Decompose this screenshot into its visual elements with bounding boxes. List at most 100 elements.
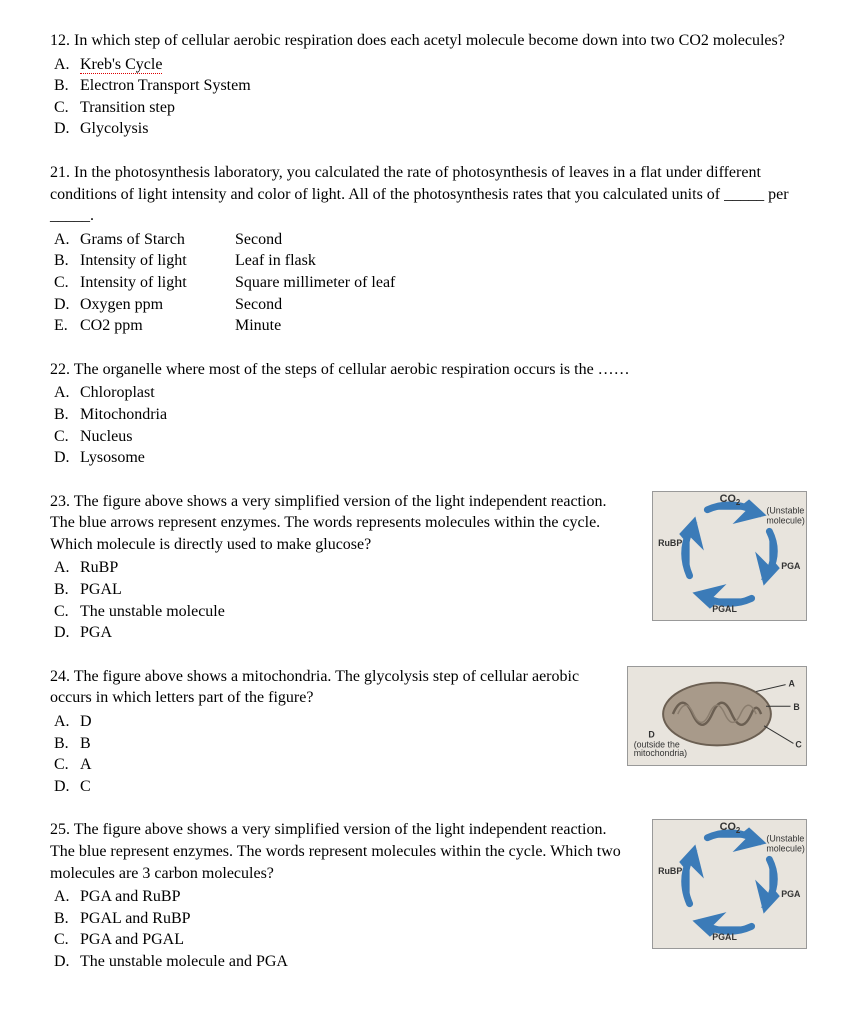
option-list: A. Chloroplast B. Mitochondria C. Nucleu… — [50, 382, 807, 468]
option-col1: Oxygen ppm — [80, 294, 235, 316]
question-25: 25. The figure above shows a very simpli… — [50, 819, 807, 972]
option-col2: Square millimeter of leaf — [235, 272, 807, 294]
option-text: PGA and PGAL — [80, 929, 632, 951]
option-text: B — [80, 733, 607, 755]
question-12: 12. In which step of cellular aerobic re… — [50, 30, 807, 140]
option-col2: Second — [235, 294, 807, 316]
option-text: PGAL — [80, 579, 632, 601]
svg-text:PGA: PGA — [781, 889, 801, 899]
option-text: Chloroplast — [80, 382, 807, 404]
option-text: Kreb's Cycle — [80, 54, 807, 76]
option-b: B. Electron Transport System — [54, 75, 807, 97]
option-text: Electron Transport System — [80, 75, 807, 97]
option-text: Mitochondria — [80, 404, 807, 426]
option-letter: C. — [54, 754, 80, 776]
option-letter: E. — [54, 315, 80, 337]
option-a: A. PGA and RuBP — [54, 886, 632, 908]
option-a: A. RuBP — [54, 557, 632, 579]
option-d: D. C — [54, 776, 607, 798]
question-content: 23. The figure above shows a very simpli… — [50, 491, 632, 644]
option-text: A — [80, 754, 607, 776]
option-letter: C. — [54, 97, 80, 119]
svg-text:PGAL: PGAL — [712, 933, 737, 943]
option-b: B. Mitochondria — [54, 404, 807, 426]
option-col1: Intensity of light — [80, 250, 235, 272]
option-c: C. The unstable molecule — [54, 601, 632, 623]
option-letter: D. — [54, 951, 80, 973]
option-c: C. A — [54, 754, 607, 776]
option-a: A. Grams of Starch Second — [54, 229, 807, 251]
question-text: 25. The figure above shows a very simpli… — [50, 819, 632, 884]
option-letter: B. — [54, 75, 80, 97]
option-letter: A. — [54, 886, 80, 908]
option-letter: D. — [54, 776, 80, 798]
option-text: Lysosome — [80, 447, 807, 469]
question-text: 23. The figure above shows a very simpli… — [50, 491, 632, 556]
option-letter: A. — [54, 711, 80, 733]
calvin-cycle-figure: CO2 (Unstable molecule) RuBP PGA PGAL — [652, 491, 807, 621]
option-col2: Leaf in flask — [235, 250, 807, 272]
option-col1: Intensity of light — [80, 272, 235, 294]
option-list: A. PGA and RuBP B. PGAL and RuBP C. PGA … — [50, 886, 632, 972]
question-text: 21. In the photosynthesis laboratory, yo… — [50, 162, 807, 227]
option-letter: B. — [54, 250, 80, 272]
option-d: D. Lysosome — [54, 447, 807, 469]
option-text: PGA and RuBP — [80, 886, 632, 908]
question-text: 12. In which step of cellular aerobic re… — [50, 30, 807, 52]
option-list: A. D B. B C. A D. C — [50, 711, 607, 797]
option-d: D. Glycolysis — [54, 118, 807, 140]
option-letter: D. — [54, 294, 80, 316]
option-letter: C. — [54, 601, 80, 623]
question-22: 22. The organelle where most of the step… — [50, 359, 807, 469]
option-text: D — [80, 711, 607, 733]
option-letter: A. — [54, 54, 80, 76]
option-text: The unstable molecule and PGA — [80, 951, 632, 973]
option-text: Nucleus — [80, 426, 807, 448]
option-b: B. PGAL — [54, 579, 632, 601]
svg-text:RuBP: RuBP — [658, 538, 682, 548]
option-letter: C. — [54, 272, 80, 294]
option-letter: C. — [54, 929, 80, 951]
option-c: C. Nucleus — [54, 426, 807, 448]
svg-text:mitochondria): mitochondria) — [634, 748, 687, 758]
option-list: A. RuBP B. PGAL C. The unstable molecule… — [50, 557, 632, 643]
option-letter: B. — [54, 733, 80, 755]
svg-text:PGAL: PGAL — [712, 604, 737, 614]
question-21: 21. In the photosynthesis laboratory, yo… — [50, 162, 807, 337]
svg-text:C: C — [795, 739, 802, 749]
option-c: C. PGA and PGAL — [54, 929, 632, 951]
option-c: C. Intensity of light Square millimeter … — [54, 272, 807, 294]
svg-text:A: A — [789, 678, 796, 688]
krebs-underline: Kreb's Cycle — [80, 56, 162, 74]
calvin-cycle-figure-2: CO2 (Unstable molecule) RuBP PGA PGAL — [652, 819, 807, 949]
option-d: D. PGA — [54, 622, 632, 644]
option-col1: CO2 ppm — [80, 315, 235, 337]
option-c: C. Transition step — [54, 97, 807, 119]
option-letter: A. — [54, 229, 80, 251]
option-text: Transition step — [80, 97, 807, 119]
question-text: 22. The organelle where most of the step… — [50, 359, 807, 381]
question-content: 24. The figure above shows a mitochondri… — [50, 666, 607, 798]
option-b: B. PGAL and RuBP — [54, 908, 632, 930]
option-text: PGAL and RuBP — [80, 908, 632, 930]
question-23: 23. The figure above shows a very simpli… — [50, 491, 807, 644]
option-a: A. Kreb's Cycle — [54, 54, 807, 76]
svg-text:B: B — [793, 702, 799, 712]
option-b: B. Intensity of light Leaf in flask — [54, 250, 807, 272]
option-letter: B. — [54, 908, 80, 930]
option-a: A. Chloroplast — [54, 382, 807, 404]
option-e: E. CO2 ppm Minute — [54, 315, 807, 337]
option-text: The unstable molecule — [80, 601, 632, 623]
option-list: A. Grams of Starch Second B. Intensity o… — [50, 229, 807, 337]
option-letter: C. — [54, 426, 80, 448]
option-letter: D. — [54, 118, 80, 140]
svg-text:RuBP: RuBP — [658, 867, 682, 877]
option-text: RuBP — [80, 557, 632, 579]
option-text: C — [80, 776, 607, 798]
option-d: D. The unstable molecule and PGA — [54, 951, 632, 973]
svg-text:molecule): molecule) — [766, 844, 804, 854]
mitochondria-figure: A B C D (outside the mitochondria) — [627, 666, 807, 766]
question-24: 24. The figure above shows a mitochondri… — [50, 666, 807, 798]
svg-text:(Unstable: (Unstable — [766, 834, 804, 844]
svg-text:PGA: PGA — [781, 560, 801, 570]
